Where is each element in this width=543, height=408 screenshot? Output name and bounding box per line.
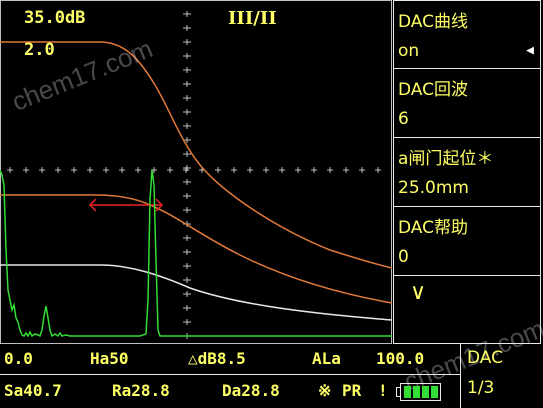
vertical-axis-ticks <box>183 11 191 339</box>
chevron-down-icon: ∨ <box>410 280 427 305</box>
menu-value-gate-start: 25.0mm <box>398 178 469 198</box>
status-divider <box>0 374 460 375</box>
ra-readout: Ra28.8 <box>112 381 170 400</box>
menu-label-dac-echo: DAC回波 <box>398 80 468 100</box>
reference-marker-icon: ※ <box>318 381 332 400</box>
status-row-2: Sa40.7 Ra28.8 Da28.8 ※ PR ! <box>0 376 460 406</box>
gate-a-marker <box>88 198 164 212</box>
menu-label-gate-start: a闸门起位＊ <box>398 149 494 169</box>
top-gain-label: 35.0dB <box>24 8 86 28</box>
menu-item-gate-start[interactable]: a闸门起位＊ 25.0mm <box>393 137 541 207</box>
a-scan-plot <box>0 0 392 344</box>
reference-curve <box>0 264 392 321</box>
sa-readout: Sa40.7 <box>4 381 62 400</box>
pr-indicator: PR <box>342 381 362 400</box>
reference-level-label: 2.0 <box>24 40 55 60</box>
menu-page-indicator[interactable]: DAC 1/3 <box>460 344 543 408</box>
da-readout: Da28.8 <box>222 381 280 400</box>
dac-settings-menu: DAC曲线 on ◀ DAC回波 6 a闸门起位＊ 25.0mm DAC帮助 0… <box>393 0 543 344</box>
menu-scroll-down[interactable]: ∨ <box>393 275 541 344</box>
horizontal-axis-ticks <box>7 167 381 173</box>
menu-item-dac-curve[interactable]: DAC曲线 on ◀ <box>393 0 541 69</box>
alert-icon: ! <box>378 381 388 400</box>
menu-value-dac-help: 0 <box>398 247 409 267</box>
status-bar: 0.0 Ha50 △dB8.5 ALa 100.0 Sa40.7 Ra28.8 … <box>0 344 460 408</box>
menu-item-dac-echo[interactable]: DAC回波 6 <box>393 68 541 138</box>
ala-value: 100.0 <box>376 349 425 368</box>
menu-page-label: DAC <box>467 348 503 368</box>
ala-label: ALa <box>312 349 341 368</box>
menu-page-number: 1/3 <box>467 378 495 398</box>
battery-icon <box>396 383 442 405</box>
mode-indicator: III/II <box>228 8 277 29</box>
menu-label-dac-curve: DAC曲线 <box>398 12 468 32</box>
delta-db-readout: △dB8.5 <box>188 349 246 368</box>
dac-upper-curve <box>0 41 392 269</box>
menu-value-dac-echo: 6 <box>398 109 409 129</box>
status-row-1: 0.0 Ha50 △dB8.5 ALa 100.0 <box>0 344 460 374</box>
plot-border <box>0 0 392 344</box>
ha-readout: Ha50 <box>90 349 129 368</box>
echo-waveform <box>0 169 392 338</box>
menu-label-dac-help: DAC帮助 <box>398 218 468 238</box>
range-start-value: 0.0 <box>4 349 33 368</box>
selection-arrow-icon: ◀ <box>526 43 534 58</box>
menu-item-dac-help[interactable]: DAC帮助 0 <box>393 206 541 276</box>
menu-value-dac-curve: on <box>398 41 420 61</box>
dac-lower-curve <box>0 194 392 304</box>
